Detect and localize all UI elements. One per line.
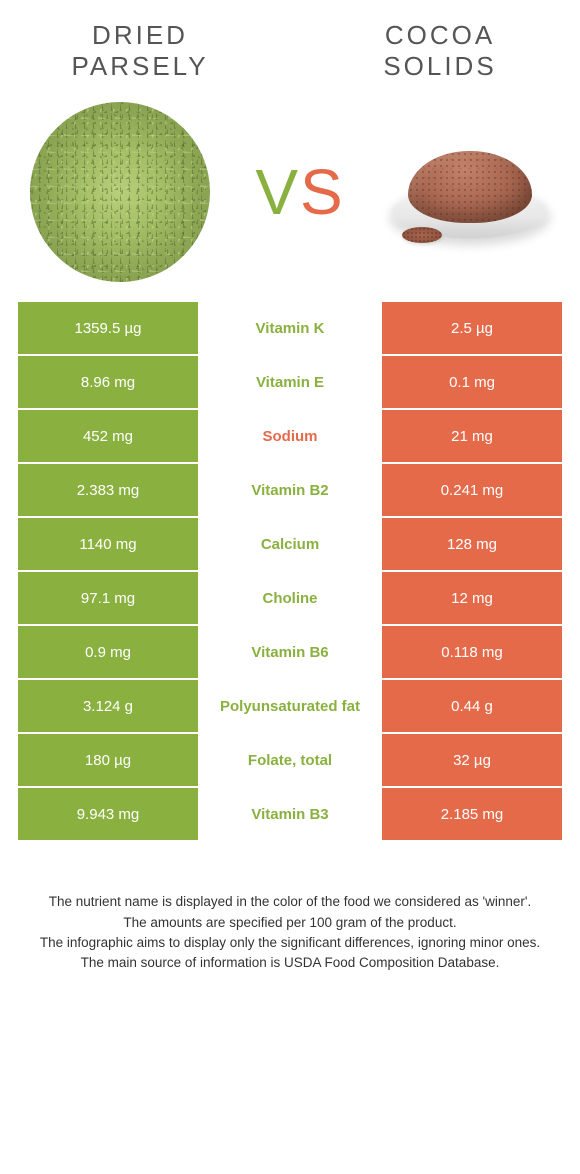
- right-value: 32 µg: [382, 734, 562, 786]
- nutrient-name: Vitamin E: [198, 356, 382, 408]
- table-row: 0.9 mgVitamin B60.118 mg: [18, 626, 562, 678]
- right-value: 2.5 µg: [382, 302, 562, 354]
- right-title-line2: SOLIDS: [383, 51, 496, 81]
- nutrient-name: Calcium: [198, 518, 382, 570]
- footer-line-2: The amounts are specified per 100 gram o…: [30, 913, 550, 933]
- parsley-icon: [30, 102, 210, 282]
- header: DRIED PARSELY COCOA SOLIDS: [0, 0, 580, 92]
- cocoa-icon: [390, 137, 550, 247]
- footer-line-4: The main source of information is USDA F…: [30, 953, 550, 973]
- vs-label: VS: [255, 155, 344, 229]
- table-row: 1359.5 µgVitamin K2.5 µg: [18, 302, 562, 354]
- right-value: 0.44 g: [382, 680, 562, 732]
- table-row: 180 µgFolate, total32 µg: [18, 734, 562, 786]
- nutrient-name: Vitamin B3: [198, 788, 382, 840]
- table-row: 8.96 mgVitamin E0.1 mg: [18, 356, 562, 408]
- nutrient-name: Choline: [198, 572, 382, 624]
- comparison-table: 1359.5 µgVitamin K2.5 µg8.96 mgVitamin E…: [0, 302, 580, 840]
- right-value: 21 mg: [382, 410, 562, 462]
- table-row: 2.383 mgVitamin B20.241 mg: [18, 464, 562, 516]
- left-value: 8.96 mg: [18, 356, 198, 408]
- right-value: 0.1 mg: [382, 356, 562, 408]
- nutrient-name: Vitamin K: [198, 302, 382, 354]
- nutrient-name: Folate, total: [198, 734, 382, 786]
- left-value: 9.943 mg: [18, 788, 198, 840]
- left-value: 180 µg: [18, 734, 198, 786]
- right-title-line1: COCOA: [385, 20, 495, 50]
- right-value: 128 mg: [382, 518, 562, 570]
- hero-row: VS: [0, 92, 580, 302]
- right-value: 0.241 mg: [382, 464, 562, 516]
- table-row: 1140 mgCalcium128 mg: [18, 518, 562, 570]
- right-food-title: COCOA SOLIDS: [340, 20, 540, 82]
- parsley-image: [30, 102, 210, 282]
- cocoa-image: [390, 122, 550, 262]
- left-value: 2.383 mg: [18, 464, 198, 516]
- vs-v: V: [255, 156, 300, 228]
- nutrient-name: Sodium: [198, 410, 382, 462]
- footer-line-3: The infographic aims to display only the…: [30, 933, 550, 953]
- right-value: 12 mg: [382, 572, 562, 624]
- left-title-line2: PARSELY: [71, 51, 208, 81]
- left-title-line1: DRIED: [92, 20, 188, 50]
- right-value: 0.118 mg: [382, 626, 562, 678]
- left-value: 3.124 g: [18, 680, 198, 732]
- footer-notes: The nutrient name is displayed in the co…: [0, 842, 580, 993]
- table-row: 97.1 mgCholine12 mg: [18, 572, 562, 624]
- nutrient-name: Vitamin B6: [198, 626, 382, 678]
- left-value: 97.1 mg: [18, 572, 198, 624]
- table-row: 9.943 mgVitamin B32.185 mg: [18, 788, 562, 840]
- footer-line-1: The nutrient name is displayed in the co…: [30, 892, 550, 912]
- left-value: 0.9 mg: [18, 626, 198, 678]
- left-value: 452 mg: [18, 410, 198, 462]
- nutrient-name: Vitamin B2: [198, 464, 382, 516]
- table-row: 452 mgSodium21 mg: [18, 410, 562, 462]
- left-value: 1359.5 µg: [18, 302, 198, 354]
- nutrient-name: Polyunsaturated fat: [198, 680, 382, 732]
- left-food-title: DRIED PARSELY: [40, 20, 240, 82]
- left-value: 1140 mg: [18, 518, 198, 570]
- table-row: 3.124 gPolyunsaturated fat0.44 g: [18, 680, 562, 732]
- vs-s: S: [300, 156, 345, 228]
- right-value: 2.185 mg: [382, 788, 562, 840]
